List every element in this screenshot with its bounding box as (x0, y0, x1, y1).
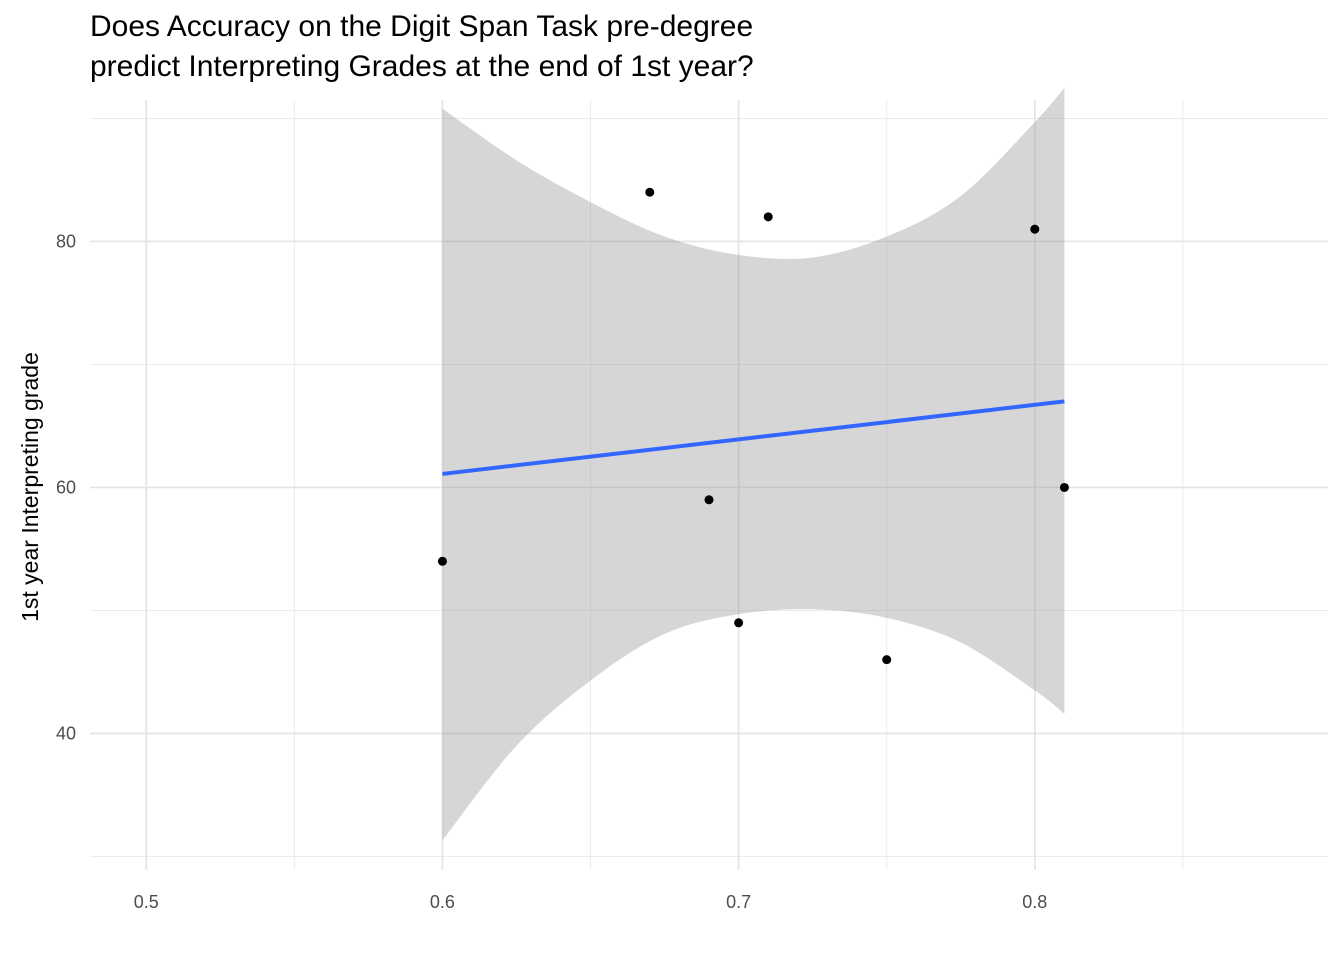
confidence-band (442, 87, 1065, 841)
chart-title-line-2: predict Interpreting Grades at the end o… (90, 50, 754, 83)
y-axis-title: 1st year Interpreting grade (17, 352, 43, 622)
data-point (763, 212, 773, 222)
confidence-band-area (442, 87, 1065, 841)
data-points (437, 187, 1069, 665)
trend-line (442, 399, 1065, 476)
chart-title-line-1: Does Accuracy on the Digit Span Task pre… (90, 10, 754, 43)
data-point (734, 618, 744, 628)
data-point (704, 495, 714, 505)
x-tick-label: 0.6 (430, 892, 455, 912)
y-tick-label: 40 (56, 723, 76, 743)
trend-line-group (442, 399, 1065, 476)
data-point (1059, 482, 1069, 492)
data-point (645, 187, 655, 197)
data-point (437, 556, 447, 566)
y-tick-label: 60 (56, 477, 76, 497)
x-tick-label: 0.7 (726, 892, 751, 912)
x-axis-ticks: 0.5 0.6 0.7 0.8 (134, 892, 1048, 912)
grid (90, 100, 1328, 870)
y-tick-label: 80 (56, 231, 76, 251)
data-point (882, 655, 892, 665)
data-point (1030, 224, 1040, 234)
x-tick-label: 0.8 (1022, 892, 1047, 912)
y-axis-ticks: 40 60 80 (56, 231, 76, 743)
x-tick-label: 0.5 (134, 892, 159, 912)
